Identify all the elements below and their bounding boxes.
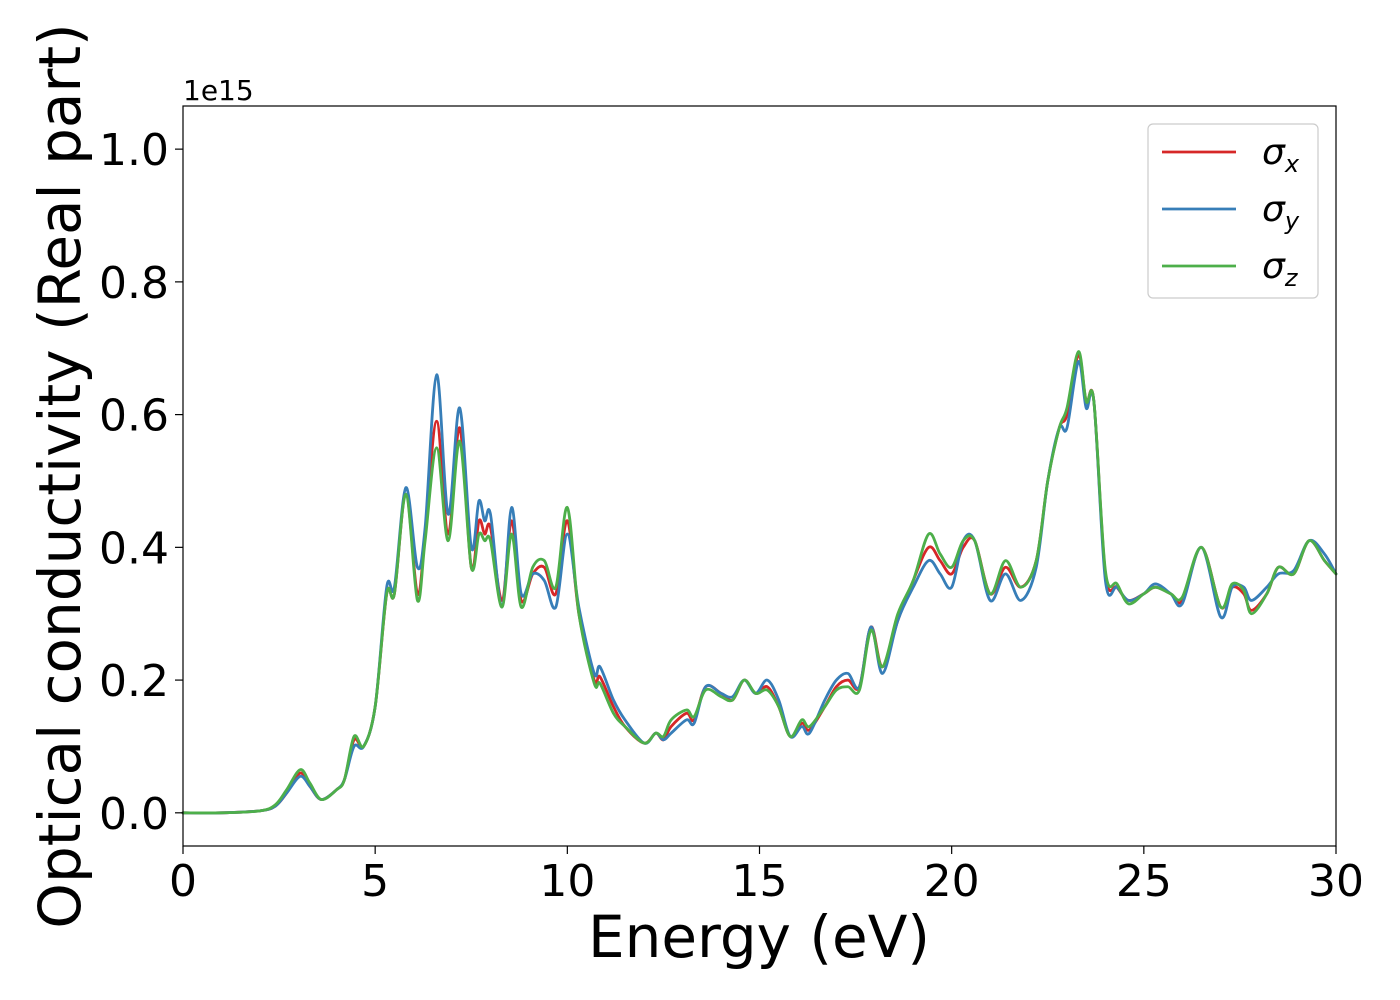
y-tick-label: 0.2 bbox=[99, 656, 169, 707]
x-axis-title: Energy (eV) bbox=[588, 903, 930, 971]
x-tick-label: 30 bbox=[1308, 856, 1364, 907]
series-layer bbox=[181, 350, 1338, 815]
y-offset-label: 1e15 bbox=[183, 74, 254, 107]
y-axis: 0.0 0.2 0.4 0.6 0.8 1.0 bbox=[99, 125, 183, 840]
y-tick-label: 0.6 bbox=[99, 391, 169, 442]
series-line-sigma-y bbox=[181, 360, 1338, 815]
x-tick-label: 0 bbox=[169, 856, 197, 907]
x-tick-label: 15 bbox=[732, 856, 788, 907]
series-line-sigma-z bbox=[181, 350, 1338, 815]
legend-subscript: x bbox=[1284, 150, 1300, 178]
legend-label-sigma-x: σx bbox=[1262, 132, 1300, 178]
x-tick-label: 10 bbox=[539, 856, 595, 907]
y-tick-label: 1.0 bbox=[99, 125, 169, 176]
x-tick-label: 5 bbox=[361, 856, 389, 907]
legend-box bbox=[1147, 123, 1319, 299]
x-tick-label: 20 bbox=[924, 856, 980, 907]
y-tick-label: 0.4 bbox=[99, 523, 169, 574]
legend-subscript: z bbox=[1284, 264, 1299, 292]
y-axis-title: Optical conductivity (Real part) bbox=[26, 23, 94, 928]
legend-label-sigma-y: σy bbox=[1262, 189, 1300, 235]
x-tick-label: 25 bbox=[1116, 856, 1172, 907]
x-axis: 0 5 10 15 20 25 30 bbox=[169, 846, 1364, 907]
y-tick-label: 0.0 bbox=[99, 789, 169, 840]
legend-subscript: y bbox=[1284, 207, 1300, 235]
y-tick-label: 0.8 bbox=[99, 258, 169, 309]
